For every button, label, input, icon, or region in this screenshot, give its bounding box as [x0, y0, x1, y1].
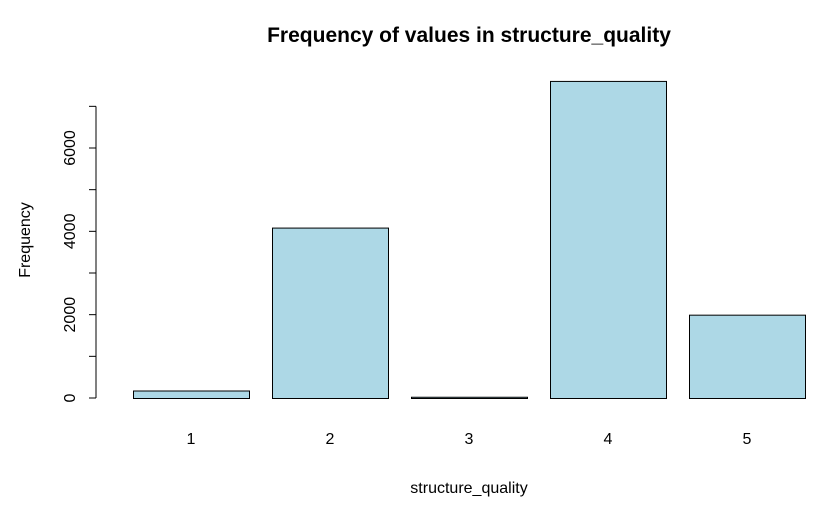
- bar-4: [550, 80, 667, 400]
- x-tick-label: 1: [187, 431, 196, 448]
- y-tick-label: 0: [62, 393, 79, 402]
- x-tick-label: 5: [743, 431, 752, 448]
- x-axis-label: structure_quality: [410, 480, 527, 497]
- x-tick-label: 2: [326, 431, 335, 448]
- y-axis-label: Frequency: [17, 202, 34, 278]
- y-axis: 0 2000 4000 6000: [62, 105, 97, 402]
- bars: [133, 80, 806, 400]
- y-tick-label: 4000: [62, 213, 79, 249]
- bar-3: [411, 396, 528, 399]
- y-tick-label: 2000: [62, 297, 79, 333]
- x-tick-label: 4: [604, 431, 613, 448]
- bar-5: [689, 314, 806, 399]
- bar-1: [133, 390, 250, 399]
- x-tick-labels: 1 2 3 4 5: [187, 431, 752, 448]
- y-tick-label: 6000: [62, 130, 79, 166]
- x-tick-label: 3: [465, 431, 474, 448]
- bar-2: [272, 227, 389, 399]
- chart-title: Frequency of values in structure_quality: [267, 24, 671, 47]
